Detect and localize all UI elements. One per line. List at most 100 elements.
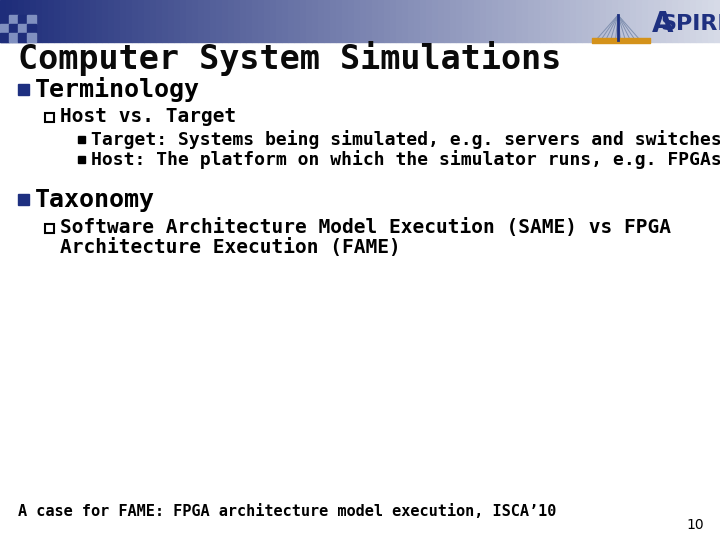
Bar	[570, 0, 576, 42]
Bar	[9, 24, 18, 33]
Bar	[90, 0, 96, 42]
Bar	[420, 0, 426, 42]
Bar	[216, 0, 222, 42]
Bar	[282, 0, 288, 42]
Bar	[24, 0, 30, 42]
Bar	[546, 0, 552, 42]
Bar	[180, 0, 186, 42]
Bar	[486, 0, 492, 42]
Bar	[198, 0, 204, 42]
Bar	[48, 0, 54, 42]
Bar	[312, 0, 318, 42]
Bar	[372, 0, 378, 42]
Bar	[114, 0, 120, 42]
Text: Architecture Execution (FAME): Architecture Execution (FAME)	[60, 239, 401, 258]
Bar	[426, 0, 432, 42]
Bar	[0, 15, 9, 24]
Bar	[228, 0, 234, 42]
Bar	[168, 0, 174, 42]
Bar	[324, 0, 330, 42]
Bar	[456, 0, 462, 42]
Bar	[162, 0, 168, 42]
Bar	[402, 0, 408, 42]
Text: A case for FAME: FPGA architecture model execution, ISCA’10: A case for FAME: FPGA architecture model…	[18, 504, 557, 519]
Bar	[660, 0, 666, 42]
Text: A: A	[652, 10, 673, 38]
Bar	[120, 0, 126, 42]
Text: Host: The platform on which the simulator runs, e.g. FPGAs: Host: The platform on which the simulato…	[91, 151, 720, 170]
Bar	[474, 0, 480, 42]
Bar	[648, 0, 654, 42]
Bar	[336, 0, 342, 42]
Bar	[27, 15, 36, 24]
Bar	[126, 0, 132, 42]
Bar	[540, 0, 546, 42]
Bar	[138, 0, 144, 42]
Bar	[186, 0, 192, 42]
Text: SPIRE: SPIRE	[660, 14, 720, 34]
Text: Terminology: Terminology	[35, 78, 200, 103]
Bar	[450, 0, 456, 42]
Bar	[366, 0, 372, 42]
Bar	[600, 0, 606, 42]
Bar	[360, 0, 366, 42]
Bar	[27, 33, 36, 42]
Bar	[132, 0, 138, 42]
Bar	[0, 33, 9, 42]
Bar	[156, 0, 162, 42]
Bar	[78, 156, 85, 163]
Bar	[558, 0, 564, 42]
Bar	[54, 0, 60, 42]
Bar	[516, 0, 522, 42]
Bar	[438, 0, 444, 42]
Bar	[354, 0, 360, 42]
Bar	[714, 0, 720, 42]
Bar	[462, 0, 468, 42]
Bar	[18, 15, 27, 24]
Text: Target: Systems being simulated, e.g. servers and switches: Target: Systems being simulated, e.g. se…	[91, 131, 720, 150]
Bar	[210, 0, 216, 42]
Bar	[588, 0, 594, 42]
Bar	[12, 0, 18, 42]
Bar	[258, 0, 264, 42]
Bar	[27, 24, 36, 33]
Bar	[288, 0, 294, 42]
Bar	[144, 0, 150, 42]
Bar	[582, 0, 588, 42]
Bar	[492, 0, 498, 42]
Bar	[642, 0, 648, 42]
Bar	[150, 0, 156, 42]
Bar	[36, 0, 42, 42]
Bar	[78, 136, 85, 143]
Bar	[396, 0, 402, 42]
Bar	[384, 0, 390, 42]
Bar	[270, 0, 276, 42]
Bar	[66, 0, 72, 42]
Bar	[30, 0, 36, 42]
Bar	[18, 0, 24, 42]
Bar	[606, 0, 612, 42]
Bar	[18, 24, 27, 33]
Bar	[414, 0, 420, 42]
Text: Taxonomy: Taxonomy	[35, 188, 155, 212]
Bar	[18, 194, 29, 205]
Bar	[468, 0, 474, 42]
Bar	[78, 0, 84, 42]
Bar	[72, 0, 78, 42]
Text: Host vs. Target: Host vs. Target	[60, 107, 236, 126]
Bar	[594, 0, 600, 42]
Bar	[666, 0, 672, 42]
Bar	[42, 0, 48, 42]
Bar	[534, 0, 540, 42]
Bar	[432, 0, 438, 42]
Bar	[702, 0, 708, 42]
Bar	[618, 0, 624, 42]
Bar	[246, 0, 252, 42]
Bar	[408, 0, 414, 42]
Bar	[330, 0, 336, 42]
Bar	[306, 0, 312, 42]
Bar	[18, 84, 29, 95]
Bar	[96, 0, 102, 42]
Bar	[630, 0, 636, 42]
Bar	[6, 0, 12, 42]
